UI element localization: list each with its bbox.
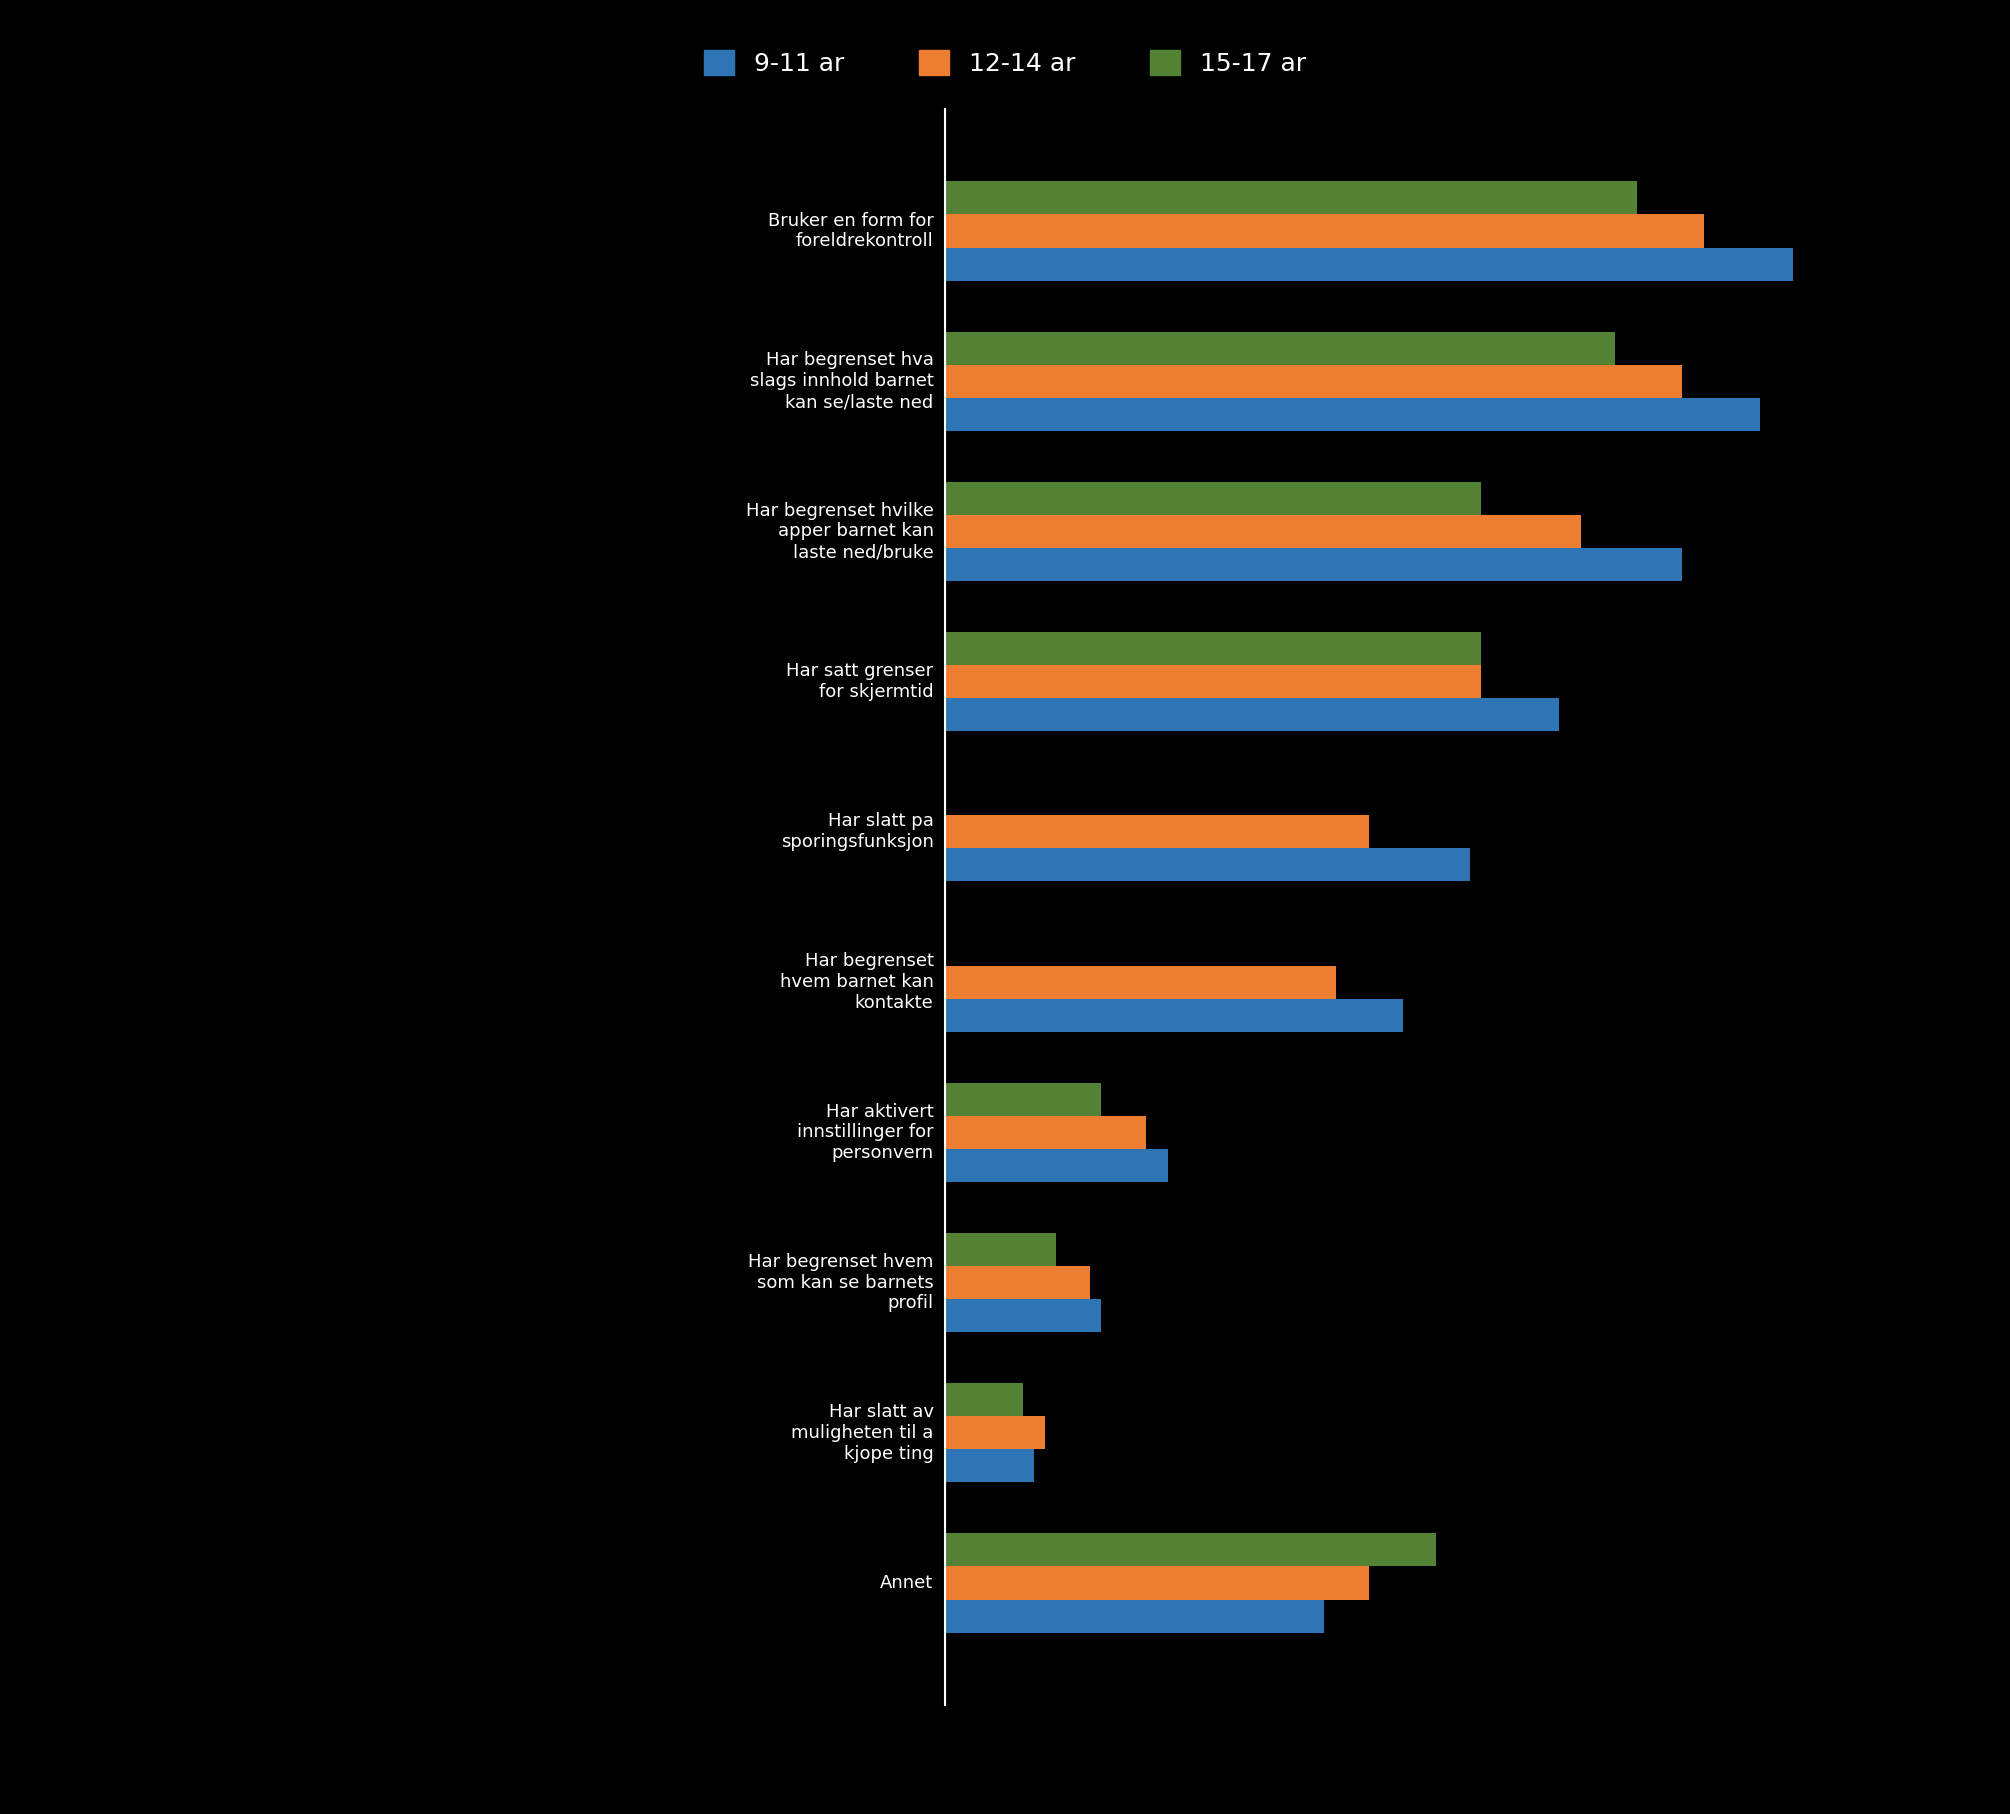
Bar: [945, 1299, 1101, 1331]
Bar: [945, 849, 1469, 882]
Bar: [945, 1384, 1023, 1417]
Bar: [945, 1000, 1403, 1032]
Bar: [945, 515, 1582, 548]
Bar: [945, 247, 1793, 281]
Bar: [945, 1533, 1435, 1567]
Bar: [945, 1266, 1089, 1299]
Bar: [945, 214, 1704, 247]
Bar: [945, 1449, 1033, 1482]
Bar: [945, 1600, 1325, 1633]
Bar: [945, 814, 1369, 849]
Bar: [945, 1567, 1369, 1600]
Bar: [945, 483, 1481, 515]
Bar: [945, 698, 1560, 731]
Bar: [945, 1148, 1168, 1183]
Legend: 9-11 ar, 12-14 ar, 15-17 ar: 9-11 ar, 12-14 ar, 15-17 ar: [693, 40, 1317, 85]
Bar: [945, 1417, 1045, 1449]
Bar: [945, 1234, 1057, 1266]
Bar: [945, 1116, 1146, 1148]
Bar: [945, 631, 1481, 666]
Bar: [945, 965, 1335, 1000]
Bar: [945, 666, 1481, 698]
Bar: [945, 332, 1614, 365]
Bar: [945, 548, 1682, 580]
Bar: [945, 181, 1636, 214]
Bar: [945, 365, 1682, 397]
Bar: [945, 1083, 1101, 1116]
Bar: [945, 397, 1761, 430]
